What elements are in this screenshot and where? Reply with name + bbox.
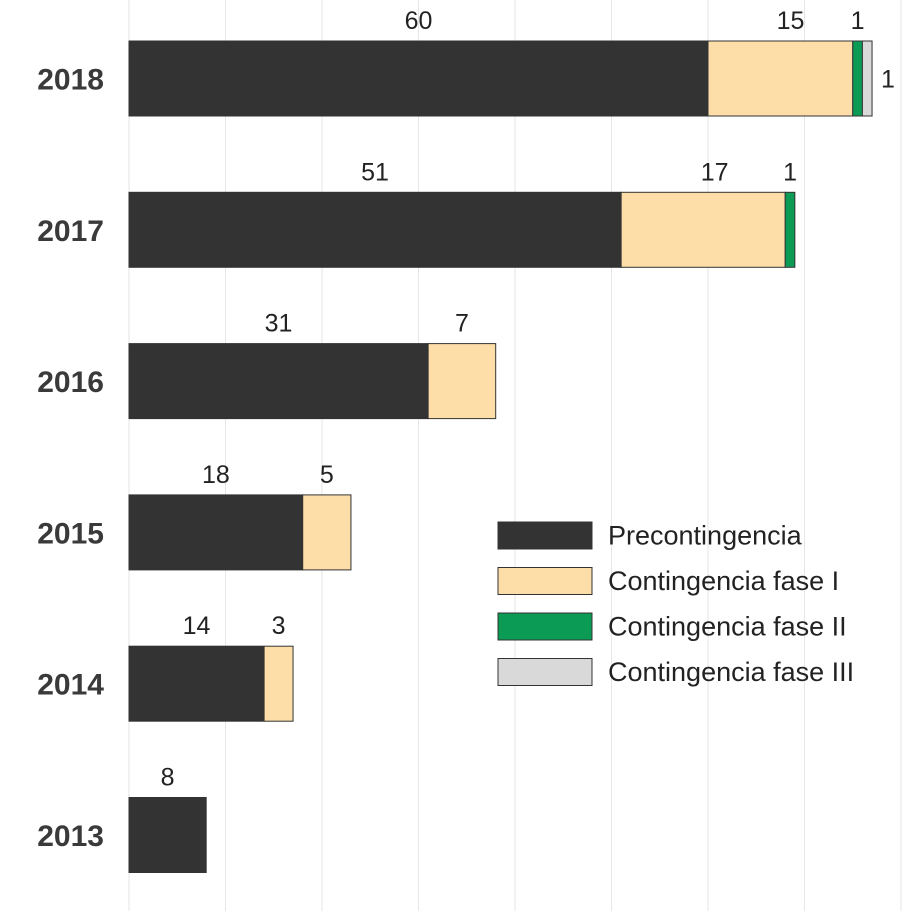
value-label-2017-series-0: 51 [361,158,389,186]
value-label-2018-series-3: 1 [881,66,895,94]
legend-label-2: Contingencia fase II [608,612,847,642]
legend-label-0: Precontingencia [608,521,803,551]
bar-2017-series-2 [784,191,796,268]
year-label-2017: 2017 [37,215,104,248]
legend-label-1: Contingencia fase I [608,566,839,596]
value-label-2013-series-0: 8 [161,764,175,792]
legend-swatch-1 [497,567,593,595]
bar-2015-series-1 [302,494,352,571]
legend-label-3: Contingencia fase III [608,657,854,687]
value-label-2016-series-1: 7 [455,310,469,338]
year-label-2013: 2013 [37,820,104,853]
bar-2017-series-1 [620,191,786,268]
value-label-2017-series-2: 1 [783,158,797,186]
year-label-2015: 2015 [37,517,104,550]
value-label-2014-series-1: 3 [272,612,286,640]
value-label-2017-series-1: 17 [701,158,729,186]
grid-lines [128,0,902,911]
legend-swatch-3 [497,658,593,686]
legend-swatch-2 [497,612,593,641]
bars [128,40,873,873]
value-label-2016-series-0: 31 [265,310,293,338]
year-label-2018: 2018 [37,64,104,97]
bar-2016-series-0 [128,343,429,420]
value-label-2018-series-0: 60 [405,7,433,35]
bar-2018-series-3 [861,40,873,117]
year-label-2014: 2014 [37,669,104,702]
bar-2015-series-0 [128,494,304,571]
value-label-2018-series-2: 1 [851,7,865,35]
value-label-2015-series-0: 18 [202,461,230,489]
bar-2018-series-0 [128,40,709,117]
value-label-2015-series-1: 5 [320,461,334,489]
bar-2014-series-0 [128,645,265,722]
legend: Precontingencia Contingencia fase I Contin… [497,521,854,687]
legend-swatch-0 [497,521,593,550]
value-label-2014-series-0: 14 [183,612,211,640]
bar-2013-series-0 [128,797,207,873]
bar-2018-series-1 [707,40,854,117]
bar-2014-series-1 [263,645,294,722]
bar-2017-series-0 [128,191,622,268]
bar-2018-series-2 [852,40,863,117]
year-labels: 2018 2017 2016 2015 2014 2013 [37,64,104,854]
value-label-2018-series-1: 15 [777,7,805,35]
year-label-2016: 2016 [37,366,104,399]
bar-2016-series-1 [427,343,497,420]
